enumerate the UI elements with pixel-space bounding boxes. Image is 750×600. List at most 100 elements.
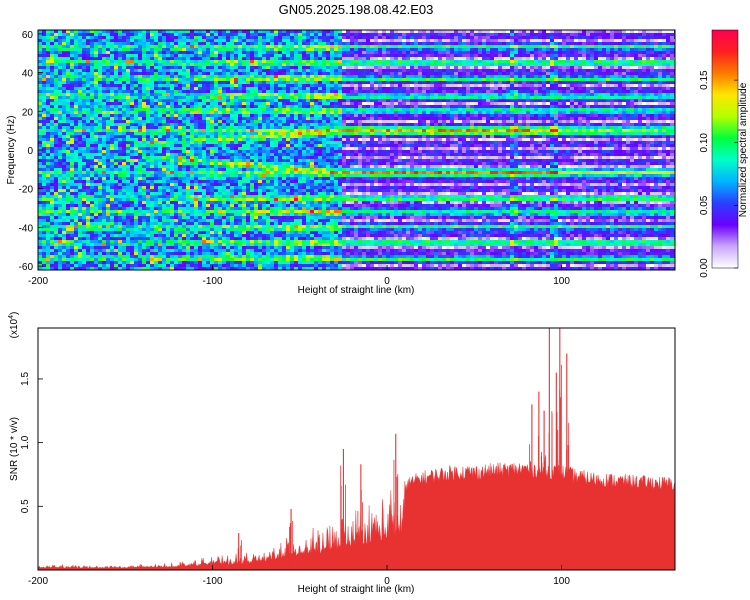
spectrogram-cell <box>206 135 211 139</box>
spectrogram-cell <box>246 153 251 157</box>
spectrogram-cell <box>182 243 187 247</box>
spectrogram-cell <box>238 54 243 58</box>
spectrogram-cell <box>266 222 271 226</box>
spectrogram-cell <box>134 219 139 223</box>
spectrogram-cell <box>130 159 135 163</box>
spectrogram-cell <box>154 93 159 97</box>
spectrogram-cell <box>246 228 251 232</box>
spectrogram-cell <box>222 114 227 118</box>
spectrogram-cell <box>210 198 215 202</box>
spectrogram-cell <box>226 147 231 151</box>
spectrogram-cell <box>70 75 75 79</box>
spectrogram-cell <box>254 207 259 211</box>
spectrogram-cell <box>130 93 135 97</box>
spectrogram-cell <box>86 138 91 142</box>
spectrogram-cell <box>254 195 259 199</box>
spectrogram-cell <box>194 174 199 178</box>
spectrogram-cell <box>82 258 87 262</box>
spectrogram-cell <box>54 261 59 265</box>
spectrogram-cell <box>110 123 115 127</box>
spectrogram-cell <box>274 54 279 58</box>
spectrogram-cell <box>94 96 99 100</box>
spectrogram-cell <box>70 132 75 136</box>
spectrogram-cell <box>70 243 75 247</box>
spectrogram-cell <box>46 132 51 136</box>
spectrogram-cell <box>174 30 179 34</box>
spectrogram-cell <box>258 240 263 244</box>
spectrogram-cell <box>178 33 183 37</box>
spectrogram-cell <box>186 171 191 175</box>
spectrogram-cell <box>210 243 215 247</box>
spectrogram-cell <box>262 60 267 64</box>
spectrogram-cell <box>246 189 251 193</box>
spectrogram-cell <box>38 102 43 106</box>
spectrogram-cell <box>178 234 183 238</box>
spectrogram-cell <box>218 117 223 121</box>
spectrogram-cell <box>162 180 167 184</box>
spectrogram-cell <box>110 90 115 94</box>
spectrogram-cell <box>126 228 131 232</box>
spectrogram-cell <box>38 60 43 64</box>
spectrogram-cell <box>242 210 247 214</box>
spectrogram-cell <box>230 60 235 64</box>
spectrogram-cell <box>230 132 235 136</box>
spectrogram-cell <box>74 51 79 55</box>
spectrogram-cell <box>54 120 59 124</box>
spectrogram-cell <box>262 258 267 262</box>
spectrogram-cell <box>150 192 155 196</box>
spectrogram-cell <box>186 129 191 133</box>
spectrogram-cell <box>206 267 211 270</box>
spectrogram-cell <box>162 129 167 133</box>
spectrogram-cell <box>182 252 187 256</box>
spectrogram-cell <box>138 225 143 229</box>
spectrogram-cell <box>178 258 183 262</box>
spectrogram-cell <box>254 201 259 205</box>
spectrogram-cell <box>102 174 107 178</box>
spectrogram-cell <box>254 81 259 85</box>
spectrogram-cell <box>38 39 43 43</box>
spectrogram-cell <box>246 267 251 270</box>
spectrogram-cell <box>86 66 91 70</box>
spectrogram-cell <box>286 30 291 34</box>
spectrogram-cell <box>130 261 135 265</box>
spectrogram-cell <box>190 66 195 70</box>
spectrogram-cell <box>258 96 263 100</box>
spectrogram-cell <box>258 162 263 166</box>
spectrogram-cell <box>154 72 159 76</box>
spectrogram-cell <box>274 234 279 238</box>
spectrogram-cell <box>170 108 175 112</box>
spectrogram-cell <box>38 213 43 217</box>
spectrogram-cell <box>198 201 203 205</box>
spectrogram-cell <box>78 96 83 100</box>
spectrogram-cell <box>42 30 47 34</box>
spectrogram-cell <box>130 231 135 235</box>
spectrogram-cell <box>230 138 235 142</box>
spectrogram-cell <box>66 174 71 178</box>
spectrogram-cell <box>42 45 47 49</box>
spectrogram-cell <box>110 210 115 214</box>
spectrogram-cell <box>246 84 251 88</box>
spectrogram-cell <box>138 102 143 106</box>
spectrogram-cell <box>230 123 235 127</box>
spectrogram-cell <box>266 198 271 202</box>
spectrogram-cell <box>94 228 99 232</box>
spectrogram-cell <box>254 60 259 64</box>
spectrogram-cell <box>222 231 227 235</box>
spectrogram-cell <box>166 264 171 268</box>
spectrogram-cell <box>162 54 167 58</box>
spectrogram-cell <box>198 99 203 103</box>
spectrogram-cell <box>58 219 63 223</box>
spectrogram-cell <box>134 111 139 115</box>
spectrogram-cell <box>190 168 195 172</box>
spectrogram-cell <box>258 120 263 124</box>
spectrogram-cell <box>230 210 235 214</box>
spectrogram-cell <box>234 135 239 139</box>
spectrogram-cell <box>234 87 239 91</box>
spectrogram-cell <box>50 57 55 61</box>
spectrogram-cell <box>254 126 259 130</box>
spectrogram-cell <box>150 198 155 202</box>
spectrogram-cell <box>170 261 175 265</box>
spectrogram-cell <box>38 249 43 253</box>
spectrogram-cell <box>110 63 115 67</box>
spectrogram-cell <box>186 54 191 58</box>
